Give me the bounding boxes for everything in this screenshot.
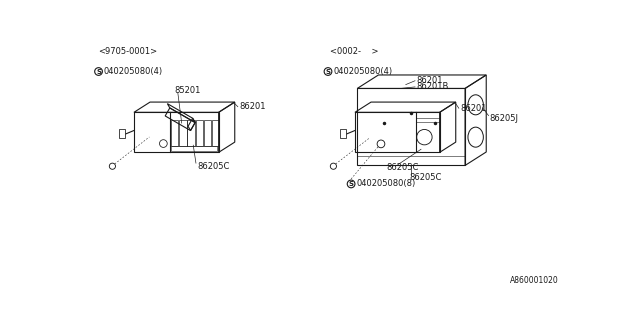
Circle shape [109, 163, 115, 169]
Text: 86205J: 86205J [490, 114, 518, 123]
Bar [118, 129, 125, 138]
Circle shape [377, 140, 385, 148]
Text: A860001020: A860001020 [509, 276, 559, 285]
Circle shape [330, 163, 337, 169]
Text: 86201: 86201 [417, 76, 443, 85]
Bar [188, 120, 195, 146]
Text: <9705-0001>: <9705-0001> [99, 47, 157, 56]
Bar [340, 129, 346, 138]
Text: 86201B: 86201B [417, 83, 449, 92]
Bar [204, 120, 211, 146]
Text: 86205C: 86205C [409, 173, 442, 182]
Bar [171, 146, 217, 151]
Bar [171, 120, 179, 146]
Bar [212, 120, 220, 146]
Text: S: S [349, 181, 354, 187]
Text: 040205080(8): 040205080(8) [356, 180, 416, 188]
Text: S: S [326, 68, 330, 75]
Text: 85201: 85201 [174, 86, 200, 95]
Text: 86201: 86201 [239, 102, 266, 111]
Bar [179, 120, 187, 146]
Text: S: S [96, 68, 101, 75]
Text: 86205C: 86205C [387, 163, 419, 172]
Text: 040205080(4): 040205080(4) [104, 67, 163, 76]
Text: 86201: 86201 [460, 104, 487, 113]
Bar [196, 120, 203, 146]
Text: 040205080(4): 040205080(4) [333, 67, 392, 76]
Text: <0002-    >: <0002- > [330, 47, 378, 56]
Text: 86205C: 86205C [198, 162, 230, 171]
